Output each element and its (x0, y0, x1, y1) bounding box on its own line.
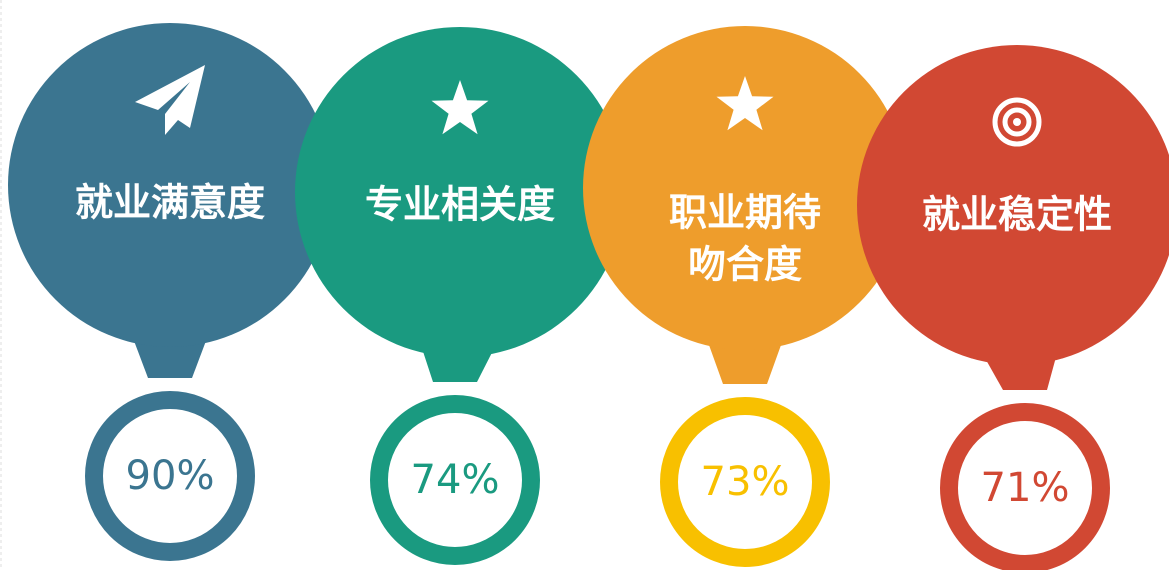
pin-title: 就业满意度 (75, 181, 265, 225)
target-icon (1002, 107, 1032, 137)
pin-item: 就业稳定性 71% (857, 45, 1169, 570)
value-ring (660, 397, 830, 567)
pin-item: 就业满意度 90% (8, 23, 332, 561)
pin-title: 吻合度 (688, 243, 802, 287)
pin-circle (857, 45, 1169, 365)
pin-title: 职业期待 (669, 191, 821, 235)
plane-icon (135, 65, 205, 135)
target-icon (992, 97, 1042, 147)
pin-circle (583, 26, 907, 350)
star-icon (716, 76, 774, 131)
pin-title: 就业稳定性 (922, 193, 1112, 237)
value-ring (370, 395, 540, 565)
value-label: 74% (411, 457, 500, 503)
pin-item: 专业相关度 74% (295, 27, 625, 565)
value-ring (940, 403, 1110, 570)
value-ring (85, 391, 255, 561)
pin-circle (8, 23, 332, 347)
value-label: 71% (981, 465, 1070, 511)
target-icon (1013, 118, 1021, 126)
value-label: 73% (701, 459, 790, 505)
pin-circle (295, 27, 625, 357)
star-icon (431, 80, 489, 135)
value-label: 90% (126, 453, 215, 499)
pin-title: 专业相关度 (365, 183, 555, 227)
